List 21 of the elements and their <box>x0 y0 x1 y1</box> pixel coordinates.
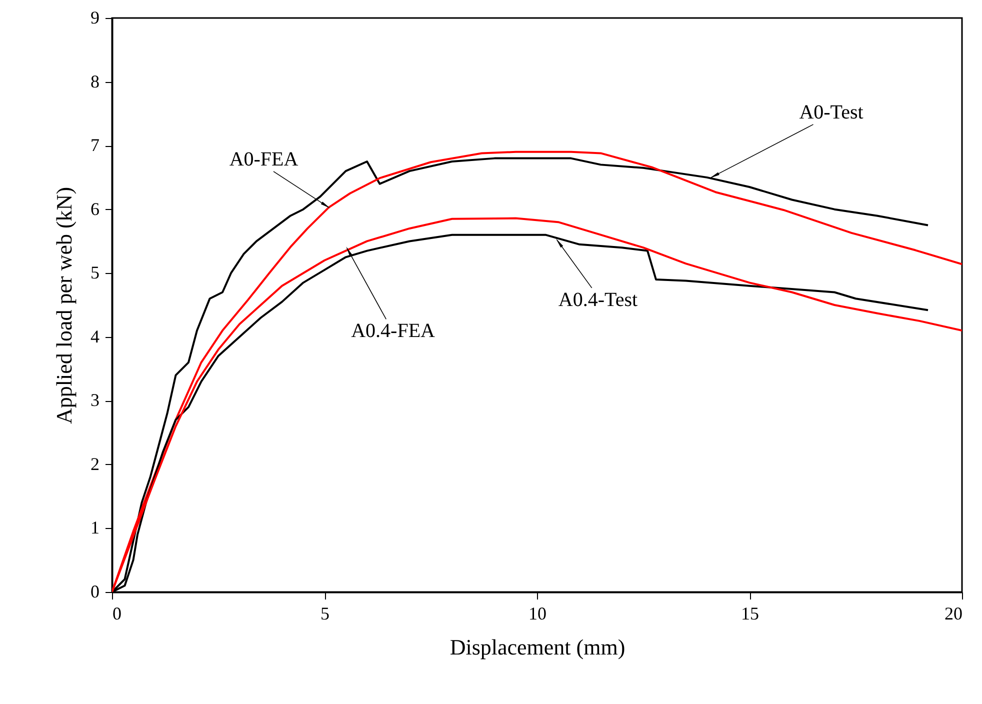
annotation: A0-Test <box>799 101 864 124</box>
annotation: A0.4-FEA <box>351 320 436 342</box>
y-tick-label: 3 <box>90 390 100 410</box>
y-tick-label: 0 <box>90 582 100 602</box>
x-tick-label: 10 <box>528 604 546 624</box>
y-tick-label: 7 <box>90 135 100 156</box>
x-tick-label: 0 <box>112 604 122 624</box>
y-axis-title: Applied load per web (kN) <box>52 186 76 424</box>
annotation: A0-FEA <box>229 148 299 170</box>
y-tick-label: 8 <box>90 71 100 92</box>
x-tick-label: 5 <box>320 604 330 624</box>
y-tick-label: 5 <box>90 262 100 283</box>
y-tick-label: 4 <box>90 326 100 346</box>
x-tick-label: 20 <box>944 604 962 624</box>
y-tick-label: 6 <box>90 198 100 219</box>
y-tick-label: 1 <box>90 518 100 538</box>
annotation: A0.4-Test <box>558 288 638 311</box>
x-tick-label: 15 <box>741 604 759 624</box>
x-axis-title: Displacement (mm) <box>450 634 626 660</box>
y-tick-label: 2 <box>90 454 100 474</box>
y-tick-label: 9 <box>90 8 100 28</box>
